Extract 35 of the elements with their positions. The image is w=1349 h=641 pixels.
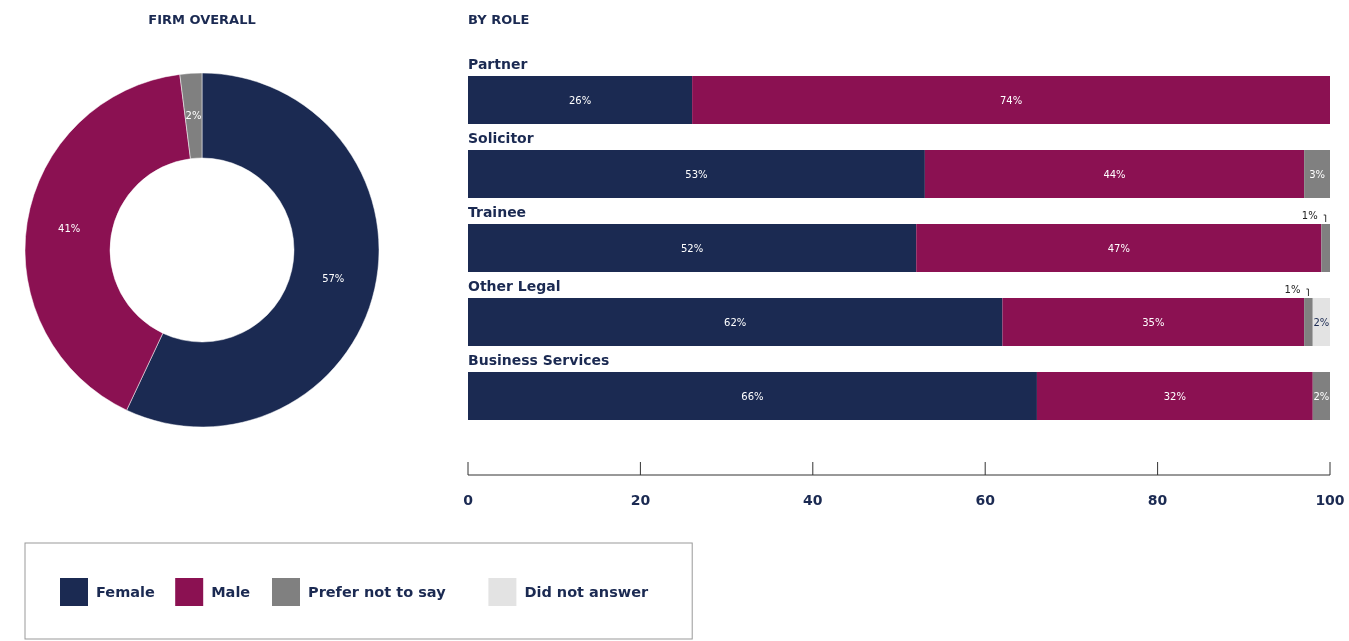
data-label: 1% — [1284, 284, 1301, 295]
y-tick-label: Solicitor — [468, 130, 534, 146]
data-label: 26% — [568, 95, 592, 106]
chart-title: FIRM OVERALL — [148, 12, 256, 27]
data-label: 62% — [724, 317, 747, 328]
x-tick-label: 60 — [975, 492, 996, 508]
data-label: 53% — [685, 169, 708, 180]
x-tick-label: 80 — [1147, 492, 1168, 508]
data-label: 2% — [1313, 391, 1330, 402]
data-label: 3% — [1309, 169, 1326, 180]
x-tick-label: 0 — [463, 492, 474, 508]
y-tick-label: Trainee — [468, 204, 527, 220]
legend-label: Did not answer — [524, 584, 650, 600]
y-tick-label: Other Legal — [468, 278, 561, 294]
data-label: 74% — [999, 95, 1023, 106]
data-label: 1% — [1301, 210, 1318, 221]
data-label: 35% — [1142, 317, 1165, 328]
legend-label: Prefer not to say — [308, 584, 447, 600]
data-label: 57% — [322, 273, 345, 285]
y-tick-label: Business Services — [468, 352, 610, 368]
chart-title: BY ROLE — [468, 12, 530, 27]
x-tick-label: 100 — [1315, 492, 1345, 508]
data-label: 44% — [1103, 169, 1126, 180]
data-label: 52% — [681, 243, 704, 254]
legend-label: Male — [211, 584, 251, 600]
data-label: 32% — [1163, 391, 1186, 402]
data-label: 2% — [1313, 317, 1330, 328]
data-label: 66% — [741, 391, 764, 402]
x-tick-label: 40 — [803, 492, 823, 508]
y-tick-label: Partner — [468, 56, 528, 72]
data-label: 47% — [1107, 243, 1130, 254]
data-label: 41% — [58, 222, 81, 234]
x-tick-label: 20 — [630, 492, 651, 508]
data-label: 2% — [185, 109, 202, 121]
legend-label: Female — [96, 584, 156, 600]
